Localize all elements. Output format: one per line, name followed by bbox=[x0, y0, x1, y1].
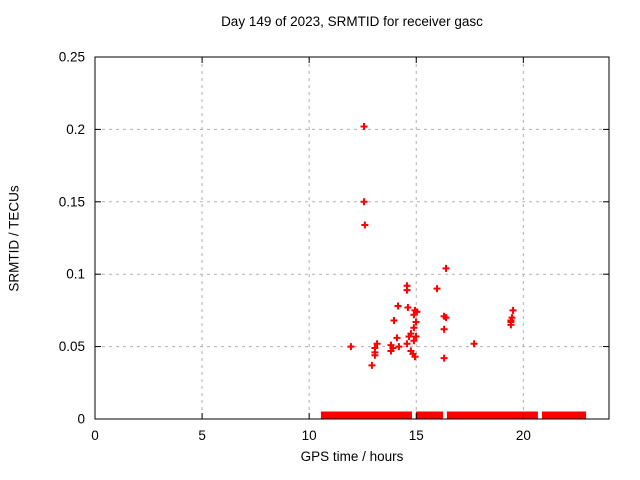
y-tick-label: 0.1 bbox=[66, 267, 85, 282]
x-tick-label: 10 bbox=[302, 428, 317, 443]
data-point-marker bbox=[403, 286, 411, 294]
y-tick-label: 0.15 bbox=[59, 194, 85, 209]
y-tick-label: 0.05 bbox=[59, 339, 85, 354]
zero-band-segment bbox=[320, 411, 412, 419]
data-point-marker bbox=[404, 304, 412, 312]
data-point-marker bbox=[394, 302, 402, 310]
chart-title: Day 149 of 2023, SRMTID for receiver gas… bbox=[221, 14, 483, 29]
data-point-marker bbox=[410, 337, 418, 345]
data-point-marker bbox=[387, 347, 395, 355]
data-point-marker bbox=[507, 321, 515, 329]
y-tick-label: 0.25 bbox=[59, 50, 85, 65]
x-tick-label: 15 bbox=[409, 428, 424, 443]
plot-border bbox=[94, 56, 610, 420]
zero-band-segment bbox=[416, 411, 444, 419]
data-point-marker bbox=[360, 198, 368, 206]
data-point-marker bbox=[433, 285, 441, 293]
x-tick-label: 0 bbox=[91, 428, 99, 443]
data-point-marker bbox=[509, 306, 517, 314]
x-tick-label: 5 bbox=[198, 428, 206, 443]
data-point-marker bbox=[440, 354, 448, 362]
data-point-marker bbox=[410, 311, 418, 319]
data-point-marker bbox=[442, 264, 450, 272]
data-point-marker bbox=[373, 340, 381, 348]
data-point-marker bbox=[407, 330, 415, 338]
y-tick-label: 0 bbox=[77, 412, 85, 427]
data-point-marker bbox=[412, 318, 420, 326]
y-tick-label: 0.2 bbox=[66, 122, 85, 137]
data-point-marker bbox=[390, 317, 398, 325]
data-point-marker bbox=[410, 324, 418, 332]
y-axis-label: SRMTID / TECUs bbox=[6, 185, 22, 292]
data-point-marker bbox=[442, 314, 450, 322]
data-point-marker bbox=[411, 353, 419, 361]
data-point-marker bbox=[371, 351, 379, 359]
data-point-marker bbox=[440, 325, 448, 333]
data-point-marker bbox=[470, 340, 478, 348]
zero-band-segment bbox=[446, 411, 538, 419]
data-point-marker bbox=[360, 123, 368, 131]
data-point-marker bbox=[395, 343, 403, 351]
data-point-marker bbox=[368, 361, 376, 369]
zero-band-segment bbox=[541, 411, 587, 419]
data-point-marker bbox=[361, 221, 369, 229]
data-point-marker bbox=[412, 332, 420, 340]
x-axis-label: GPS time / hours bbox=[300, 449, 404, 464]
data-point-marker bbox=[403, 340, 411, 348]
data-point-marker bbox=[393, 334, 401, 342]
x-tick-label: 20 bbox=[516, 428, 531, 443]
data-point-marker bbox=[347, 343, 355, 351]
